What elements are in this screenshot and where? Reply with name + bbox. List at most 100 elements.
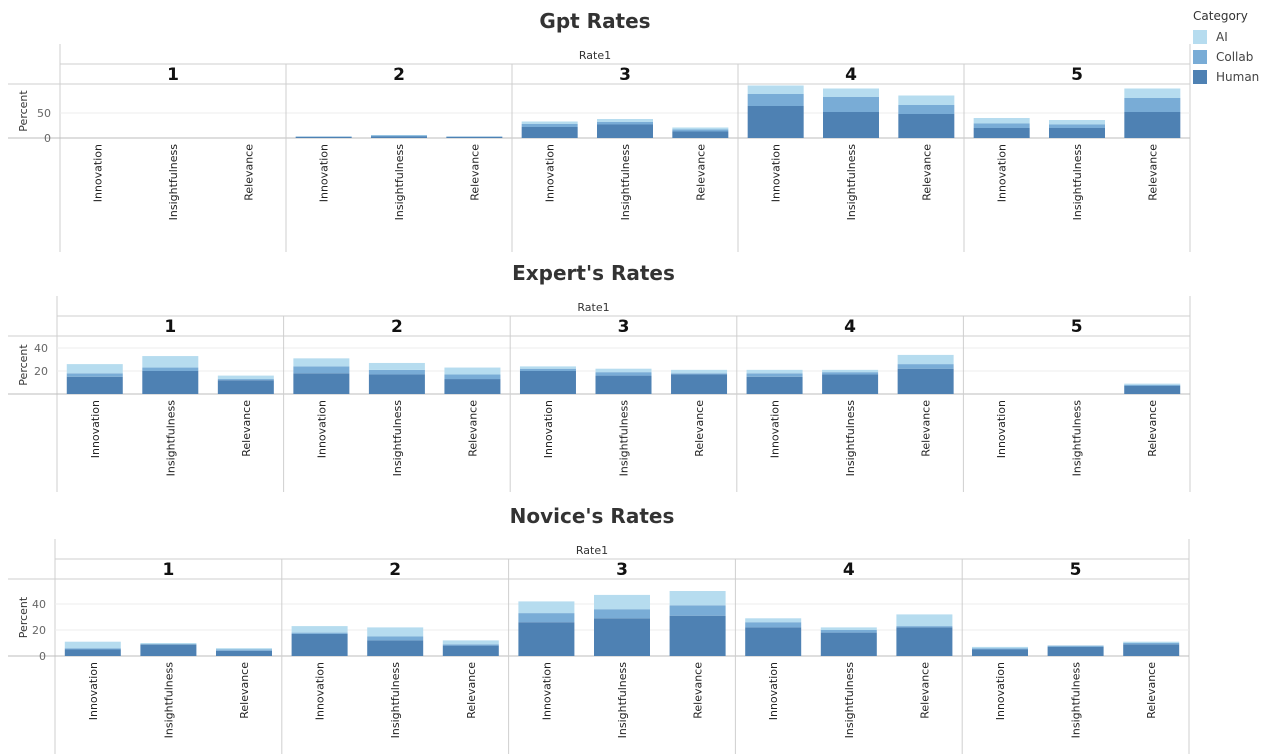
chart-title: Expert's Rates	[512, 261, 675, 285]
category-label: Insightfulness	[1071, 400, 1084, 477]
bar-collab-1-innovation	[64, 648, 121, 650]
category-label: Insightfulness	[619, 144, 632, 221]
bar-ai-5-innovation	[972, 646, 1028, 649]
bar-human-2-innovation	[295, 137, 352, 138]
bar-human-4-relevance	[897, 368, 954, 394]
legend-item-ai[interactable]: AI	[1193, 27, 1259, 47]
bar-ai-3-insightfulness	[595, 368, 652, 373]
facet-header-label: Rate1	[576, 544, 608, 557]
facet-label-3: 3	[616, 560, 628, 580]
category-label: Innovation	[995, 400, 1008, 458]
bar-human-2-insightfulness	[368, 374, 425, 394]
bar-ai-2-innovation	[291, 626, 348, 633]
facet-label-1: 1	[164, 317, 176, 337]
bar-ai-1-innovation	[64, 641, 121, 649]
bar-ai-4-relevance	[897, 354, 954, 365]
legend-item-collab[interactable]: Collab	[1193, 47, 1259, 67]
category-label: Innovation	[769, 400, 782, 458]
y-tick-label: 40	[34, 342, 48, 355]
category-label: Relevance	[920, 400, 933, 457]
category-label: Relevance	[238, 662, 251, 719]
bar-human-3-innovation	[518, 622, 575, 656]
bar-ai-2-relevance	[442, 640, 499, 645]
bar-ai-3-insightfulness	[597, 119, 653, 122]
facet-label-2: 2	[391, 317, 403, 337]
facet-label-3: 3	[619, 65, 631, 85]
bar-human-2-insightfulness	[371, 136, 427, 138]
category-label: Insightfulness	[389, 662, 402, 739]
y-axis-label: Percent	[17, 90, 30, 132]
bar-ai-2-innovation	[293, 358, 350, 367]
facet-label-2: 2	[389, 560, 401, 580]
bar-human-3-relevance	[671, 374, 728, 394]
legend-title: Category	[1193, 9, 1248, 23]
bar-human-2-insightfulness	[367, 640, 424, 656]
bar-collab-5-relevance	[1124, 384, 1181, 386]
bar-ai-4-innovation	[745, 618, 802, 623]
bar-human-1-insightfulness	[140, 644, 197, 656]
bar-ai-5-innovation	[973, 118, 1030, 124]
bar-collab-4-insightfulness	[823, 97, 879, 112]
category-label: Insightfulness	[1070, 662, 1083, 739]
bar-human-1-relevance	[216, 650, 272, 656]
bar-collab-4-insightfulness	[820, 630, 877, 633]
category-label: Innovation	[544, 144, 557, 202]
bar-collab-1-insightfulness	[142, 367, 199, 371]
bar-collab-4-innovation	[747, 94, 804, 106]
legend-item-human[interactable]: Human	[1193, 67, 1259, 87]
category-label: Insightfulness	[393, 144, 406, 221]
bar-collab-5-insightfulness	[1049, 124, 1105, 128]
y-axis-label: Percent	[17, 596, 30, 638]
category-label: Insightfulness	[162, 662, 175, 739]
facet-label-1: 1	[167, 65, 179, 85]
legend-label-ai: AI	[1216, 30, 1228, 44]
bar-human-4-innovation	[746, 376, 803, 394]
bar-ai-3-relevance	[672, 127, 729, 130]
bar-collab-5-relevance	[1123, 643, 1180, 645]
legend-swatch-ai	[1193, 30, 1207, 44]
bar-ai-3-innovation	[518, 601, 575, 614]
facet-label-3: 3	[618, 317, 630, 337]
facet-label-5: 5	[1070, 560, 1082, 580]
bar-collab-3-insightfulness	[594, 609, 650, 619]
bar-collab-5-innovation	[972, 648, 1028, 650]
chart-2: Expert's Rates Rate1 20 40 Percent 1 Innovatio…	[8, 261, 1191, 492]
category-label: Insightfulness	[164, 400, 177, 477]
bar-ai-5-relevance	[1124, 383, 1181, 385]
facet-header-label: Rate1	[577, 301, 609, 314]
bar-collab-3-relevance	[669, 605, 726, 616]
bar-ai-2-insightfulness	[368, 362, 425, 370]
category-label: Relevance	[694, 144, 707, 201]
bar-collab-5-insightfulness	[1047, 645, 1104, 647]
facet-label-4: 4	[843, 560, 855, 580]
bar-ai-3-relevance	[671, 369, 728, 374]
category-label: Innovation	[87, 662, 100, 720]
category-label: Relevance	[918, 662, 931, 719]
bar-collab-4-innovation	[746, 373, 803, 377]
bar-human-1-relevance	[217, 380, 274, 394]
bar-ai-1-innovation	[66, 364, 123, 374]
bar-collab-3-insightfulness	[595, 372, 652, 376]
category-label: Insightfulness	[844, 400, 857, 477]
legend-swatch-collab	[1193, 50, 1207, 64]
bar-collab-3-relevance	[671, 373, 728, 375]
bar-collab-3-relevance	[672, 129, 729, 132]
bar-collab-2-innovation	[291, 632, 348, 634]
category-label: Relevance	[1146, 144, 1159, 201]
category-label: Innovation	[315, 400, 328, 458]
bar-collab-4-relevance	[898, 105, 955, 114]
category-label: Relevance	[693, 400, 706, 457]
bar-ai-3-insightfulness	[594, 594, 650, 610]
y-tick-label: 50	[37, 107, 51, 120]
category-label: Innovation	[89, 400, 102, 458]
bar-human-5-innovation	[972, 649, 1028, 656]
bar-human-4-insightfulness	[820, 632, 877, 656]
legend-label-collab: Collab	[1216, 50, 1254, 64]
bar-ai-2-insightfulness	[371, 135, 427, 136]
category-label: Insightfulness	[167, 144, 180, 221]
bar-ai-5-relevance	[1123, 641, 1180, 643]
facet-label-4: 4	[845, 65, 857, 85]
chart-title: Gpt Rates	[539, 9, 650, 33]
bar-collab-1-relevance	[216, 649, 272, 651]
